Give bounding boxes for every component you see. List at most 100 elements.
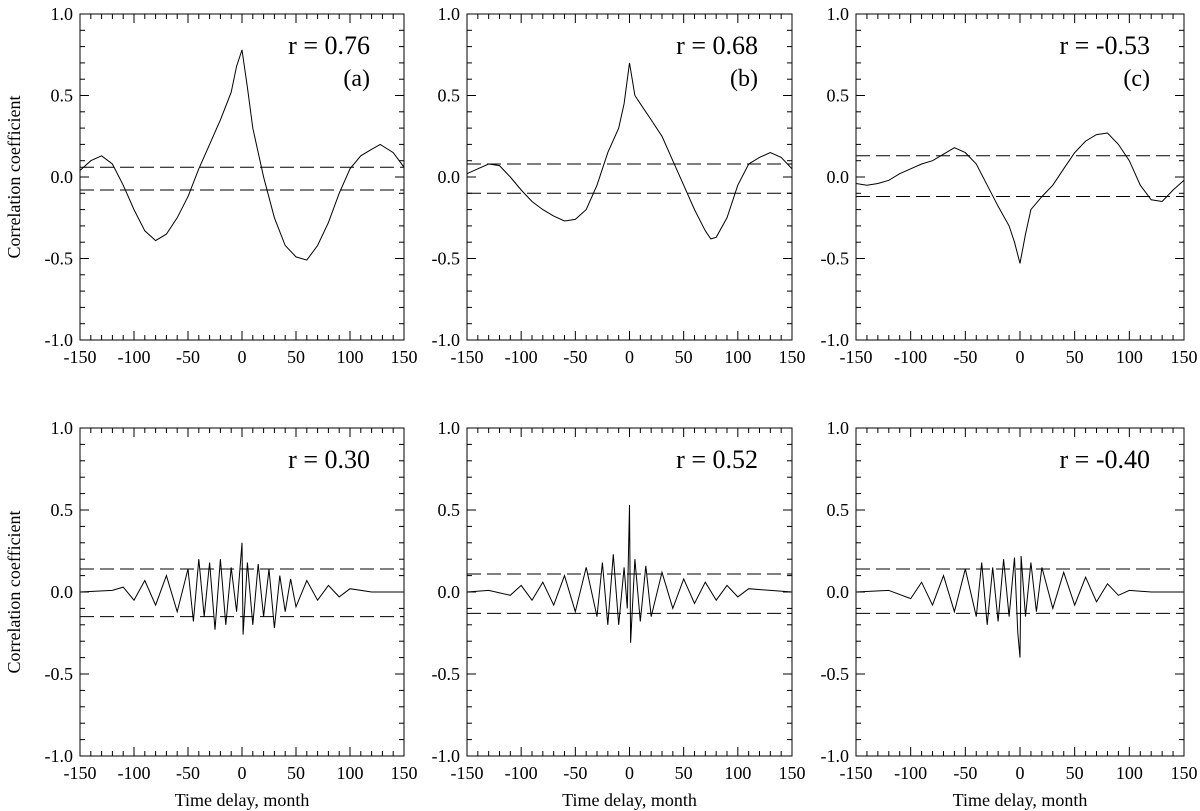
- panel-label: (c): [1123, 66, 1150, 92]
- x-tick-label: -150: [451, 763, 484, 783]
- y-tick-label: -1.0: [432, 330, 461, 350]
- correlation-line: [79, 49, 405, 261]
- x-tick-label: 0: [625, 347, 634, 367]
- x-axis-label: Time delay, month: [175, 790, 310, 810]
- x-axis-label: Time delay, month: [562, 790, 697, 810]
- x-tick-label: -100: [118, 347, 151, 367]
- x-tick-label: -100: [505, 763, 538, 783]
- x-tick-label: 50: [287, 763, 305, 783]
- y-tick-label: -1.0: [821, 330, 850, 350]
- x-tick-label: 50: [1066, 763, 1084, 783]
- x-tick-label: 100: [1116, 763, 1143, 783]
- x-tick-label: 50: [675, 763, 693, 783]
- x-tick-label: -150: [840, 763, 873, 783]
- panel-5: 1.0 0.5 0.0 -0.5 -1.0-150 -100 -50 0 50 100 150 r =…: [432, 418, 806, 810]
- r-value-label: r = 0.76: [288, 31, 370, 60]
- panel-3: 1.0 0.5 0.0 -0.5 -1.0-150 -100 -50 0 50 100 150 r =…: [821, 4, 1198, 367]
- y-tick-label: -0.5: [45, 664, 74, 684]
- y-tick-label: -1.0: [45, 330, 74, 350]
- x-tick-label: 0: [625, 763, 634, 783]
- x-tick-label: -50: [563, 347, 587, 367]
- y-tick-label: -1.0: [45, 746, 74, 766]
- y-tick-label: -0.5: [45, 249, 74, 269]
- x-tick-label: -50: [563, 763, 587, 783]
- x-tick-label: -100: [118, 763, 151, 783]
- y-tick-label: 0.5: [438, 500, 461, 520]
- x-tick-label: 0: [238, 347, 247, 367]
- x-tick-label: 0: [1016, 763, 1025, 783]
- x-tick-label: -150: [840, 347, 873, 367]
- x-tick-label: 100: [724, 763, 751, 783]
- x-tick-label: 150: [391, 763, 418, 783]
- r-value-label: r = 0.68: [676, 31, 758, 60]
- x-tick-label: -150: [451, 347, 484, 367]
- x-tick-label: -50: [953, 347, 977, 367]
- x-tick-label: 100: [337, 347, 364, 367]
- r-value-label: r = 0.30: [288, 445, 370, 474]
- r-value-label: r = -0.53: [1060, 31, 1150, 60]
- x-tick-label: 150: [779, 763, 806, 783]
- correlation-line: [79, 542, 404, 635]
- panel-1: 1.0 0.5 0.0 -0.5 -1.0-150 -100 -50 0 50 100 150 r =…: [4, 4, 418, 367]
- y-tick-label: -0.5: [432, 249, 461, 269]
- x-tick-label: 150: [1171, 347, 1198, 367]
- x-tick-label: -50: [176, 347, 200, 367]
- r-value-label: r = 0.52: [676, 445, 758, 474]
- y-tick-label: 1.0: [438, 418, 461, 438]
- y-axis-label: Correlation coefficient: [4, 95, 24, 258]
- plot-frame: [855, 427, 1185, 757]
- y-tick-label: 0.0: [827, 167, 850, 187]
- y-tick-label: 1.0: [438, 4, 461, 24]
- x-tick-label: 0: [1016, 347, 1025, 367]
- x-tick-label: -50: [176, 763, 200, 783]
- panel-label: (a): [343, 66, 370, 92]
- x-tick-label: 150: [779, 347, 806, 367]
- correlation-line: [466, 505, 793, 643]
- y-tick-label: 0.5: [51, 86, 74, 106]
- correlation-line: [466, 62, 793, 240]
- y-tick-label: 0.5: [827, 86, 850, 106]
- panel-label: (b): [730, 66, 758, 92]
- y-tick-label: 0.5: [438, 86, 461, 106]
- x-tick-label: -150: [64, 347, 97, 367]
- panel-4: 1.0 0.5 0.0 -0.5 -1.0-150 -100 -50 0 50 100 150 r =…: [4, 418, 418, 810]
- y-tick-label: 0.0: [438, 167, 461, 187]
- x-tick-label: 150: [1171, 763, 1198, 783]
- x-tick-label: 50: [1066, 347, 1084, 367]
- y-tick-label: 0.0: [51, 167, 74, 187]
- y-tick-label: 0.0: [51, 582, 74, 602]
- r-value-label: r = -0.40: [1060, 445, 1150, 474]
- plot-frame: [79, 13, 405, 341]
- x-tick-label: 100: [724, 347, 751, 367]
- y-tick-label: 1.0: [51, 418, 74, 438]
- x-tick-label: -100: [894, 347, 927, 367]
- y-tick-label: -0.5: [821, 664, 850, 684]
- correlation-line: [855, 132, 1185, 264]
- y-tick-label: 1.0: [827, 418, 850, 438]
- y-tick-label: 0.0: [827, 582, 850, 602]
- y-axis-label: Correlation coefficient: [4, 510, 24, 673]
- x-tick-label: 0: [238, 763, 247, 783]
- x-tick-label: -50: [953, 763, 977, 783]
- y-tick-label: 0.5: [51, 500, 74, 520]
- y-tick-label: 1.0: [51, 4, 74, 24]
- x-axis-label: Time delay, month: [953, 790, 1088, 810]
- y-tick-label: 0.5: [827, 500, 850, 520]
- y-tick-label: -1.0: [432, 746, 461, 766]
- plot-frame: [79, 427, 405, 757]
- plot-frame: [466, 427, 793, 757]
- correlation-line: [855, 555, 1184, 658]
- y-tick-label: -1.0: [821, 746, 850, 766]
- x-tick-label: 150: [391, 347, 418, 367]
- x-tick-label: 100: [1116, 347, 1143, 367]
- y-tick-label: -0.5: [432, 664, 461, 684]
- y-tick-label: 1.0: [827, 4, 850, 24]
- panel-6: 1.0 0.5 0.0 -0.5 -1.0-150 -100 -50 0 50 100 150 r =…: [821, 418, 1198, 810]
- x-tick-label: 50: [675, 347, 693, 367]
- panel-2: 1.0 0.5 0.0 -0.5 -1.0-150 -100 -50 0 50 100 150 r =…: [432, 4, 806, 367]
- x-tick-label: 50: [287, 347, 305, 367]
- x-tick-label: -150: [64, 763, 97, 783]
- x-tick-label: -100: [505, 347, 538, 367]
- y-tick-label: -0.5: [821, 249, 850, 269]
